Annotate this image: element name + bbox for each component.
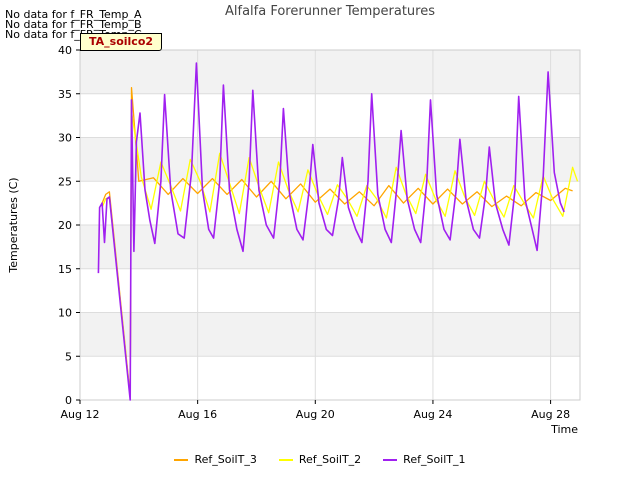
y-tick-label: 10 <box>58 307 72 320</box>
grid-band <box>80 137 580 182</box>
y-tick-label: 5 <box>65 350 72 363</box>
y-tick-label: 30 <box>58 132 72 145</box>
x-tick-label: Aug 24 <box>413 408 452 421</box>
x-tick-label: Aug 28 <box>531 408 570 421</box>
y-tick-label: 40 <box>58 44 72 57</box>
y-tick-label: 25 <box>58 175 72 188</box>
y-tick-label: 15 <box>58 263 72 276</box>
x-tick-label: Aug 12 <box>61 408 100 421</box>
x-tick-label: Aug 20 <box>296 408 335 421</box>
grid-band <box>80 50 580 94</box>
x-axis-label: Time <box>550 423 578 436</box>
x-tick-label: Aug 16 <box>178 408 217 421</box>
grid-band <box>80 312 580 357</box>
legend-swatch <box>383 458 398 461</box>
legend-label: Ref_SoilT_2 <box>298 453 362 466</box>
y-tick-label: 20 <box>58 219 72 232</box>
series-line-Ref_SoilT_2 <box>101 110 579 398</box>
legend-label: Ref_SoilT_1 <box>403 453 466 466</box>
legend-label: Ref_SoilT_3 <box>194 453 257 466</box>
legend-swatch <box>278 458 293 461</box>
series-line-Ref_SoilT_3 <box>101 86 573 397</box>
no-data-message: No data for f_FR_Temp_B <box>5 18 142 31</box>
annotation-tag: TA_soilco2 <box>80 33 163 51</box>
legend-swatch <box>174 458 189 461</box>
y-tick-label: 0 <box>65 394 72 407</box>
grid-band <box>80 225 580 269</box>
legend: Ref_SoilT_3 Ref_SoilT_2 Ref_SoilT_1 <box>0 453 640 466</box>
no-data-message: No data for f_FR_Temp_A <box>5 8 142 21</box>
chart-title: Alfalfa Forerunner Temperatures <box>225 4 435 19</box>
y-axis-label: Temperatures (C) <box>7 177 20 273</box>
legend-item: Ref_SoilT_3 <box>174 453 257 466</box>
y-tick-label: 35 <box>58 88 72 101</box>
legend-item: Ref_SoilT_1 <box>383 453 466 466</box>
legend-item: Ref_SoilT_2 <box>278 453 362 466</box>
series-line-Ref_SoilT_1 <box>97 62 565 401</box>
